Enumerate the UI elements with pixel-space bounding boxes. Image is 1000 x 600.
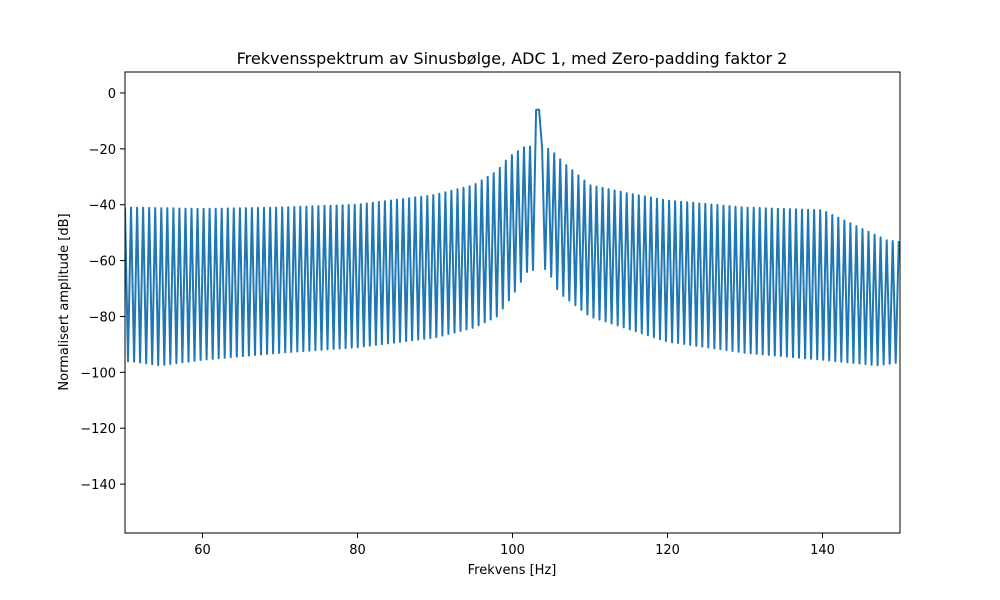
y-tick-label: −140 xyxy=(80,478,116,493)
x-axis-ticks: 60 80 100 120 140 xyxy=(194,533,835,558)
y-tick-label: −100 xyxy=(80,366,116,381)
y-tick-label: −60 xyxy=(89,255,116,270)
y-axis-ticks: 0 −20 −40 −60 −80 −100 −120 −140 xyxy=(80,87,125,493)
plot-area xyxy=(124,71,901,534)
y-tick-label: 0 xyxy=(108,87,116,102)
y-tick-label: −120 xyxy=(80,422,116,437)
x-tick-label: 100 xyxy=(500,543,525,558)
y-axis-label: Normalisert amplitude [dB] xyxy=(57,213,72,390)
x-tick-label: 80 xyxy=(349,543,366,558)
x-axis-label: Frekvens [Hz] xyxy=(468,563,557,578)
x-tick-label: 140 xyxy=(810,543,835,558)
chart-title: Frekvensspektrum av Sinusbølge, ADC 1, m… xyxy=(237,49,788,68)
x-tick-label: 120 xyxy=(655,543,680,558)
x-tick-label: 60 xyxy=(194,543,211,558)
y-tick-label: −40 xyxy=(89,199,116,214)
y-tick-label: −80 xyxy=(89,310,116,325)
spectrum-series-line xyxy=(125,108,900,367)
y-tick-label: −20 xyxy=(89,143,116,158)
